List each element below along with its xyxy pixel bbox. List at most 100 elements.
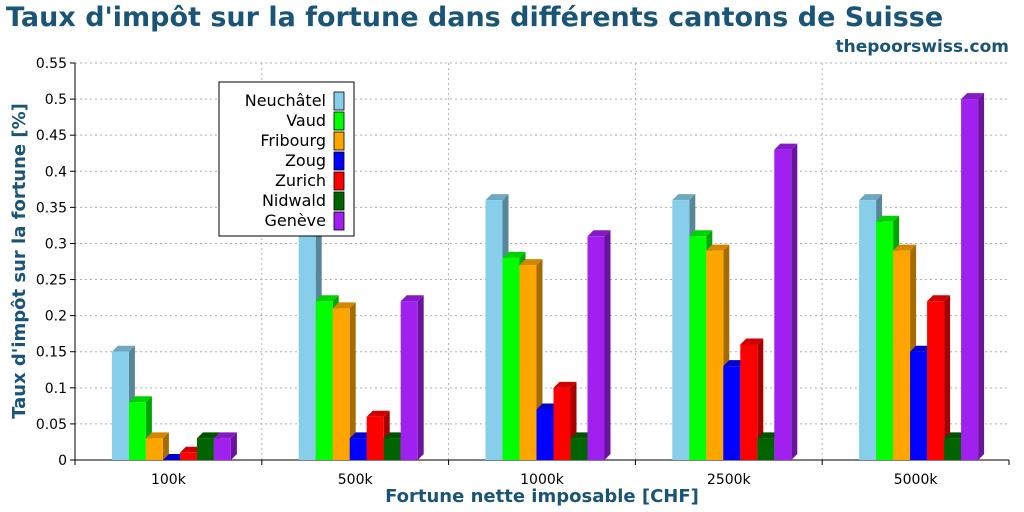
legend-swatch (333, 131, 345, 151)
legend-label: Nidwald (262, 191, 326, 210)
bar-top (485, 194, 509, 201)
legend-swatch (333, 151, 345, 171)
bar-top (740, 338, 764, 345)
x-tick-labels: 100k 500k 1000k 2500k 5000k (151, 472, 938, 488)
legend-item: Vaud (286, 111, 345, 131)
bar (927, 295, 951, 460)
bar-front (111, 351, 129, 460)
y-tick-label: 0.35 (36, 200, 67, 216)
bar-front (553, 387, 571, 460)
bar-front (349, 438, 367, 460)
bar-front (723, 366, 741, 460)
bar-top (213, 432, 237, 439)
y-axis-label: Taux d'impôt sur la fortune [%] (9, 103, 30, 419)
legend-label: Zurich (275, 171, 326, 190)
legend-item: Zurich (275, 171, 345, 191)
x-tick-label: 2500k (707, 472, 752, 488)
bar-front (196, 438, 214, 460)
legend-swatch (333, 211, 345, 231)
bar-top (145, 432, 169, 439)
bar-front (927, 301, 945, 460)
x-tick-label: 100k (151, 472, 187, 488)
bar (400, 295, 424, 460)
legend: NeuchâtelVaudFribourgZougZurichNidwaldGe… (218, 81, 355, 237)
y-tick-label: 0.3 (45, 236, 67, 252)
y-tick-label: 0.15 (36, 345, 67, 361)
y-tick-label: 0.25 (36, 273, 67, 289)
bar-front (400, 301, 418, 460)
bar-front (893, 250, 911, 460)
legend-label: Vaud (286, 111, 326, 130)
bar-front (519, 265, 537, 460)
bar-front (944, 438, 962, 460)
legend-item: Nidwald (262, 191, 345, 211)
bar-side (349, 302, 356, 460)
bar-front (910, 351, 928, 460)
bar-top (893, 244, 917, 251)
bar-side (791, 143, 798, 461)
chart-title: Taux d'impôt sur la fortune dans différe… (6, 2, 943, 33)
bar-front (757, 438, 775, 460)
bar-front (859, 200, 877, 461)
bar (961, 93, 985, 460)
legend-item: Genève (264, 211, 345, 231)
bar-top (774, 143, 798, 150)
legend-label: Neuchâtel (245, 91, 326, 110)
y-tick-labels: 0 0.05 0.1 0.15 0.2 0.25 0.3 0.35 0.4 0.45 0.5 0.55 (36, 56, 67, 469)
bar (332, 302, 356, 460)
bar-side (417, 295, 424, 460)
bar (145, 432, 169, 460)
bar-top (332, 302, 356, 309)
y-tick-label: 0.1 (45, 381, 67, 397)
y-tick-label: 0.55 (36, 56, 67, 72)
bar-top (927, 295, 951, 302)
bar-side (978, 93, 985, 460)
legend-label: Fribourg (260, 131, 326, 150)
bar-top (366, 410, 390, 417)
bar-side (944, 295, 951, 460)
bar-front (587, 236, 605, 460)
x-tick-label: 5000k (894, 472, 939, 488)
legend-box (218, 81, 355, 237)
bar-front (961, 99, 979, 460)
bars (111, 93, 985, 461)
legend-swatch (333, 91, 345, 111)
bar-front (179, 452, 197, 460)
bar-front (502, 257, 520, 460)
bar-top (587, 230, 611, 237)
bar-front (366, 416, 384, 460)
bar-front (128, 402, 146, 460)
brand-label: thepoorswiss.com (836, 37, 1010, 57)
bar-top (706, 244, 730, 251)
legend-item: Neuchâtel (245, 91, 345, 111)
bar-side (230, 432, 237, 460)
legend-item: Fribourg (260, 131, 345, 151)
bar-side (162, 432, 169, 460)
bar-front (570, 438, 588, 460)
bar-front (485, 200, 503, 461)
bar-top (315, 295, 339, 302)
y-tick-label: 0.45 (36, 128, 67, 144)
bar (587, 230, 611, 460)
legend-item: Zoug (285, 151, 345, 171)
y-tick-label: 0.05 (36, 417, 67, 433)
x-tick-label: 1000k (520, 472, 565, 488)
bar-side (757, 338, 764, 460)
bar-top (519, 259, 543, 266)
bar-front (332, 308, 350, 460)
bar (774, 143, 798, 461)
x-axis-label: Fortune nette imposable [CHF] (385, 486, 699, 507)
legend-swatch (333, 111, 345, 131)
bar-side (604, 230, 611, 460)
y-tick-label: 0.4 (45, 164, 67, 180)
y-tick-label: 0.5 (45, 92, 67, 108)
bar-top (128, 396, 152, 403)
x-tick-label: 500k (338, 472, 374, 488)
bar-front (672, 200, 690, 461)
bar-top (689, 230, 713, 237)
legend-swatch (333, 191, 345, 211)
bar-top (502, 251, 526, 258)
legend-swatch (333, 171, 345, 191)
